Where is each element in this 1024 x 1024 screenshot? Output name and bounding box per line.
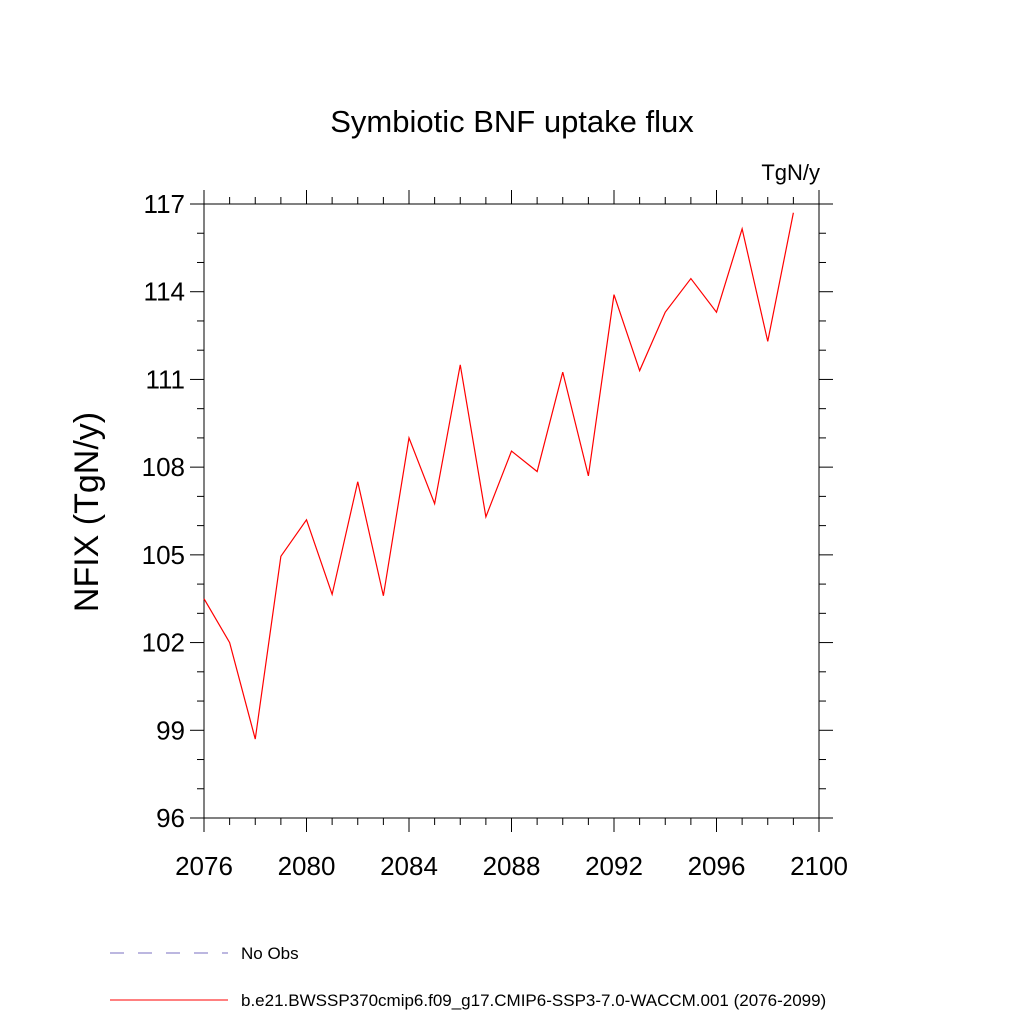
y-tick-label: 114: [144, 277, 185, 307]
y-tick-label: 108: [142, 452, 185, 482]
series-layer: [203, 211, 795, 741]
x-tick-label: 2096: [688, 851, 746, 881]
plot-frame: [203, 203, 820, 819]
x-tick-label: 2080: [278, 851, 336, 881]
data-point: [638, 369, 641, 372]
y-tick-label: 96: [156, 803, 185, 833]
data-point: [766, 340, 769, 343]
data-point: [664, 311, 667, 314]
legend: No Obs b.e21.BWSSP370cmip6.f09_g17.CMIP6-…: [110, 944, 826, 1010]
x-tick-label: 2088: [483, 851, 541, 881]
data-point: [356, 480, 359, 483]
y-tick-label: 99: [156, 715, 185, 745]
data-point: [689, 277, 692, 280]
data-point: [433, 502, 436, 505]
data-point: [254, 738, 257, 741]
data-point: [715, 311, 718, 314]
series-line-0: [203, 212, 794, 740]
data-point: [587, 474, 590, 477]
data-point: [203, 597, 206, 600]
data-point: [459, 363, 462, 366]
data-point: [510, 450, 513, 453]
data-point: [561, 371, 564, 374]
y-tick-label: 105: [142, 540, 185, 570]
units-label: TgN/y: [761, 160, 820, 185]
data-point: [382, 594, 385, 597]
legend-label-0: No Obs: [241, 944, 299, 963]
data-point: [741, 227, 744, 230]
data-point: [305, 518, 308, 521]
legend-label-1: b.e21.BWSSP370cmip6.f09_g17.CMIP6-SSP3-7…: [241, 991, 826, 1010]
plot-axes: 2076 2080 2084 2088 2092 2096 2100 96 99 102 105 10…: [142, 189, 848, 881]
data-point: [792, 211, 795, 214]
y-axis-label: NFIX (TgN/y): [68, 412, 106, 612]
data-point: [536, 470, 539, 473]
data-point: [613, 293, 616, 296]
data-point: [279, 555, 282, 558]
y-tick-label: 117: [144, 189, 185, 219]
y-tick-label: 102: [142, 628, 185, 658]
data-point: [228, 641, 231, 644]
data-point: [484, 515, 487, 518]
data-point: [408, 436, 411, 439]
chart-title: Symbiotic BNF uptake flux: [330, 104, 694, 139]
y-tick-label: 111: [145, 364, 185, 394]
x-tick-label: 2076: [175, 851, 233, 881]
x-tick-label: 2100: [790, 851, 848, 881]
data-point: [331, 593, 334, 596]
x-tick-label: 2084: [380, 851, 438, 881]
x-tick-label: 2092: [585, 851, 643, 881]
